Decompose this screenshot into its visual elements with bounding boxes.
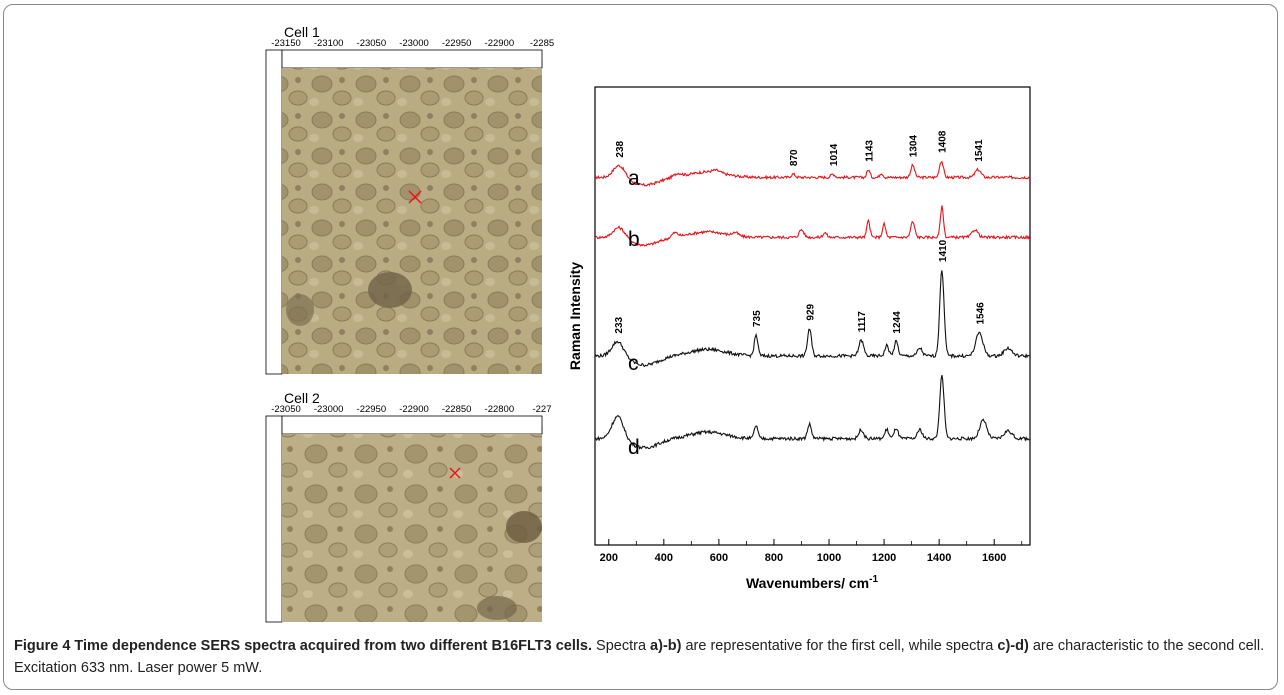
cell1-micrograph xyxy=(282,68,542,374)
cell2-x-tick-label: -23050 xyxy=(271,404,301,415)
caption-text-1: Spectra xyxy=(592,638,650,654)
cell2-x-tick-label: -22800 xyxy=(485,404,515,415)
cell2-x-tick-label: -22950 xyxy=(357,404,387,415)
caption-ref-ab: a)-b) xyxy=(650,638,681,654)
cell1-x-tick-label: -2285 xyxy=(530,38,554,49)
figure-graphic: Cell 1 -23150 -23100 -23050 -23000 -22950 -22… xyxy=(0,0,1284,630)
cell1-x-tick-label: -23000 xyxy=(399,38,429,49)
x-axis-label: Wavenumbers/ cm-1 xyxy=(746,574,879,591)
cell1-x-tick-label: -23150 xyxy=(271,38,301,49)
peak-label: 929 xyxy=(806,303,817,320)
cell2-ruler-top xyxy=(282,416,542,434)
cell1-ruler-left xyxy=(266,50,282,374)
cell1-x-tick-label: -22900 xyxy=(485,38,515,49)
cell2-x-tick-label: -227 xyxy=(532,404,551,415)
series-letter-a: a xyxy=(628,167,640,190)
cell1-x-tick-label: -23050 xyxy=(357,38,387,49)
peak-label: 1410 xyxy=(938,239,949,262)
peak-label: 233 xyxy=(614,316,625,333)
peak-label: 1143 xyxy=(864,140,875,162)
caption-text-2: are representative for the first cell, w… xyxy=(681,638,997,654)
caption-title: Figure 4 Time dependence SERS spectra ac… xyxy=(14,638,592,654)
peak-label: 870 xyxy=(789,149,800,166)
peak-label: 1244 xyxy=(892,311,903,334)
series-letter-c: c xyxy=(628,352,639,375)
peak-label: 1014 xyxy=(829,143,840,166)
x-tick-label: 1000 xyxy=(817,552,841,564)
x-tick-label: 200 xyxy=(600,552,618,564)
peak-label: 1408 xyxy=(937,130,948,153)
x-tick-label: 1400 xyxy=(927,552,951,564)
y-axis-label: Raman Intensity xyxy=(567,262,583,370)
cell2-x-tick-label: -22850 xyxy=(442,404,472,415)
series-letter-d: d xyxy=(628,436,640,459)
x-tick-label: 1600 xyxy=(982,552,1006,564)
cell2-x-tick-label: -23000 xyxy=(314,404,344,415)
peak-label: 1117 xyxy=(857,311,868,333)
peak-label: 1546 xyxy=(975,302,986,325)
x-tick-label: 1200 xyxy=(872,552,896,564)
series-letter-b: b xyxy=(628,228,640,251)
caption-ref-cd: c)-d) xyxy=(997,638,1028,654)
cell1-x-tick-label: -23100 xyxy=(314,38,344,49)
peak-label: 735 xyxy=(752,310,763,327)
x-tick-label: 800 xyxy=(765,552,783,564)
cell1-ruler-top xyxy=(282,50,542,68)
peak-label: 1541 xyxy=(974,139,985,162)
peak-label: 238 xyxy=(615,140,626,157)
x-tick-label: 600 xyxy=(710,552,728,564)
cell2-micrograph xyxy=(282,434,542,622)
figure-caption: Figure 4 Time dependence SERS spectra ac… xyxy=(14,635,1270,679)
peak-label: 1304 xyxy=(909,135,920,158)
cell2-x-tick-label: -22900 xyxy=(399,404,429,415)
x-tick-label: 400 xyxy=(655,552,673,564)
cell1-x-tick-label: -22950 xyxy=(442,38,472,49)
cell2-ruler-left xyxy=(266,416,282,622)
